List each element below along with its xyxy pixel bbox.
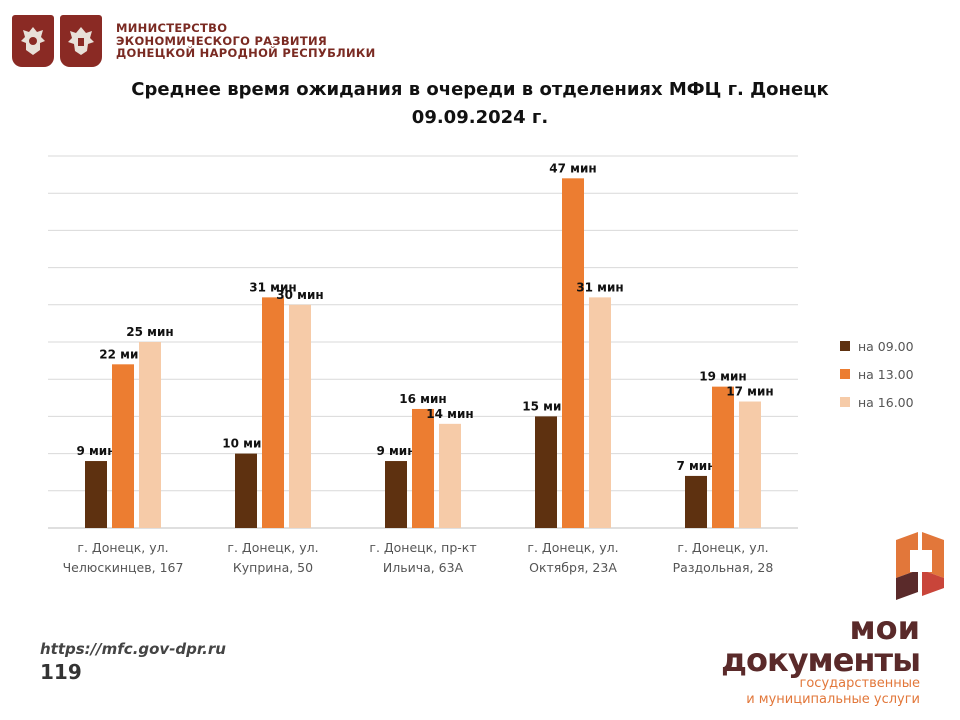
bar bbox=[562, 178, 584, 528]
legend-item: на 13.00 bbox=[840, 360, 914, 388]
legend-item: на 16.00 bbox=[840, 388, 914, 416]
data-label: 25 мин bbox=[126, 325, 173, 339]
brand-tagline-line1: государственные bbox=[799, 676, 920, 691]
chart-title: Среднее время ожидания в очереди в отдел… bbox=[0, 76, 960, 132]
data-label: 14 мин bbox=[426, 407, 473, 421]
category-label: г. Донецк, пр-кт bbox=[369, 540, 476, 555]
category-label: Раздольная, 28 bbox=[673, 560, 774, 575]
data-label: 47 мин bbox=[549, 161, 596, 175]
data-label: 31 мин bbox=[249, 280, 296, 294]
legend-label: на 16.00 bbox=[858, 394, 914, 410]
ministry-line: ЭКОНОМИЧЕСКОГО РАЗВИТИЯ bbox=[116, 33, 328, 48]
data-label: 19 мин bbox=[699, 370, 746, 384]
russia-emblem-icon bbox=[12, 15, 54, 67]
legend-item: на 09.00 bbox=[840, 332, 914, 360]
data-label: 9 мин bbox=[376, 444, 415, 458]
legend-label: на 13.00 bbox=[858, 366, 914, 382]
brand-name: мои документы bbox=[721, 609, 921, 679]
data-label: 9 мин bbox=[76, 444, 115, 458]
data-label: 31 мин bbox=[576, 280, 623, 294]
bar bbox=[139, 342, 161, 528]
header: МИНИСТЕРСТВО ЭКОНОМИЧЕСКОГО РАЗВИТИЯ ДОН… bbox=[12, 14, 376, 68]
chart-title-line2: 09.09.2024 г. bbox=[411, 107, 549, 128]
page-number: 119 bbox=[40, 660, 82, 684]
bar bbox=[439, 423, 461, 528]
dpr-emblem-icon bbox=[60, 15, 102, 67]
moi-dokumenty-logo-icon bbox=[888, 530, 948, 610]
legend-swatch bbox=[840, 397, 850, 407]
chart-legend: на 09.00 на 13.00 на 16.00 bbox=[840, 332, 914, 416]
data-label: 7 мин bbox=[676, 459, 715, 473]
website-link[interactable]: https://mfc.gov-dpr.ru bbox=[40, 640, 226, 658]
category-label: Куприна, 50 bbox=[233, 560, 313, 575]
ministry-line: МИНИСТЕРСТВО bbox=[116, 21, 228, 36]
legend-swatch bbox=[840, 341, 850, 351]
data-label: 16 мин bbox=[399, 392, 446, 406]
bar bbox=[385, 461, 407, 528]
category-label: г. Донецк, ул. bbox=[677, 540, 768, 555]
legend-label: на 09.00 bbox=[858, 338, 914, 354]
ministry-line: ДОНЕЦКОЙ НАРОДНОЙ РЕСПУБЛИКИ bbox=[116, 46, 376, 61]
brand-name-line1: мои bbox=[849, 609, 920, 647]
category-label: г. Донецк, ул. bbox=[77, 540, 168, 555]
bar bbox=[589, 297, 611, 528]
data-label: 17 мин bbox=[726, 385, 773, 399]
bar bbox=[112, 364, 134, 528]
ministry-name: МИНИСТЕРСТВО ЭКОНОМИЧЕСКОГО РАЗВИТИЯ ДОН… bbox=[116, 22, 376, 60]
bar bbox=[535, 416, 557, 528]
data-label: 30 мин bbox=[276, 288, 323, 302]
category-label: Ильича, 63А bbox=[383, 560, 464, 575]
bar bbox=[412, 408, 434, 528]
brand-tagline: государственные и муниципальные услуги bbox=[746, 676, 920, 708]
bar bbox=[235, 453, 257, 528]
data-label: 10 мин bbox=[222, 437, 269, 451]
bar bbox=[262, 297, 284, 528]
category-label: Октября, 23А bbox=[529, 560, 617, 575]
bar bbox=[289, 304, 311, 528]
bar bbox=[739, 401, 761, 528]
chart-title-line1: Среднее время ожидания в очереди в отдел… bbox=[131, 79, 829, 100]
bar bbox=[685, 475, 707, 528]
brand-tagline-line2: и муниципальные услуги bbox=[746, 692, 920, 707]
data-label: 22 мин bbox=[99, 347, 146, 361]
legend-swatch bbox=[840, 369, 850, 379]
category-label: г. Донецк, ул. bbox=[227, 540, 318, 555]
bar bbox=[712, 386, 734, 528]
brand-name-line2: документы bbox=[721, 641, 921, 679]
data-label: 15 мин bbox=[522, 399, 569, 413]
bar bbox=[85, 461, 107, 528]
category-label: Челюскинцев, 167 bbox=[63, 560, 184, 575]
category-label: г. Донецк, ул. bbox=[527, 540, 618, 555]
